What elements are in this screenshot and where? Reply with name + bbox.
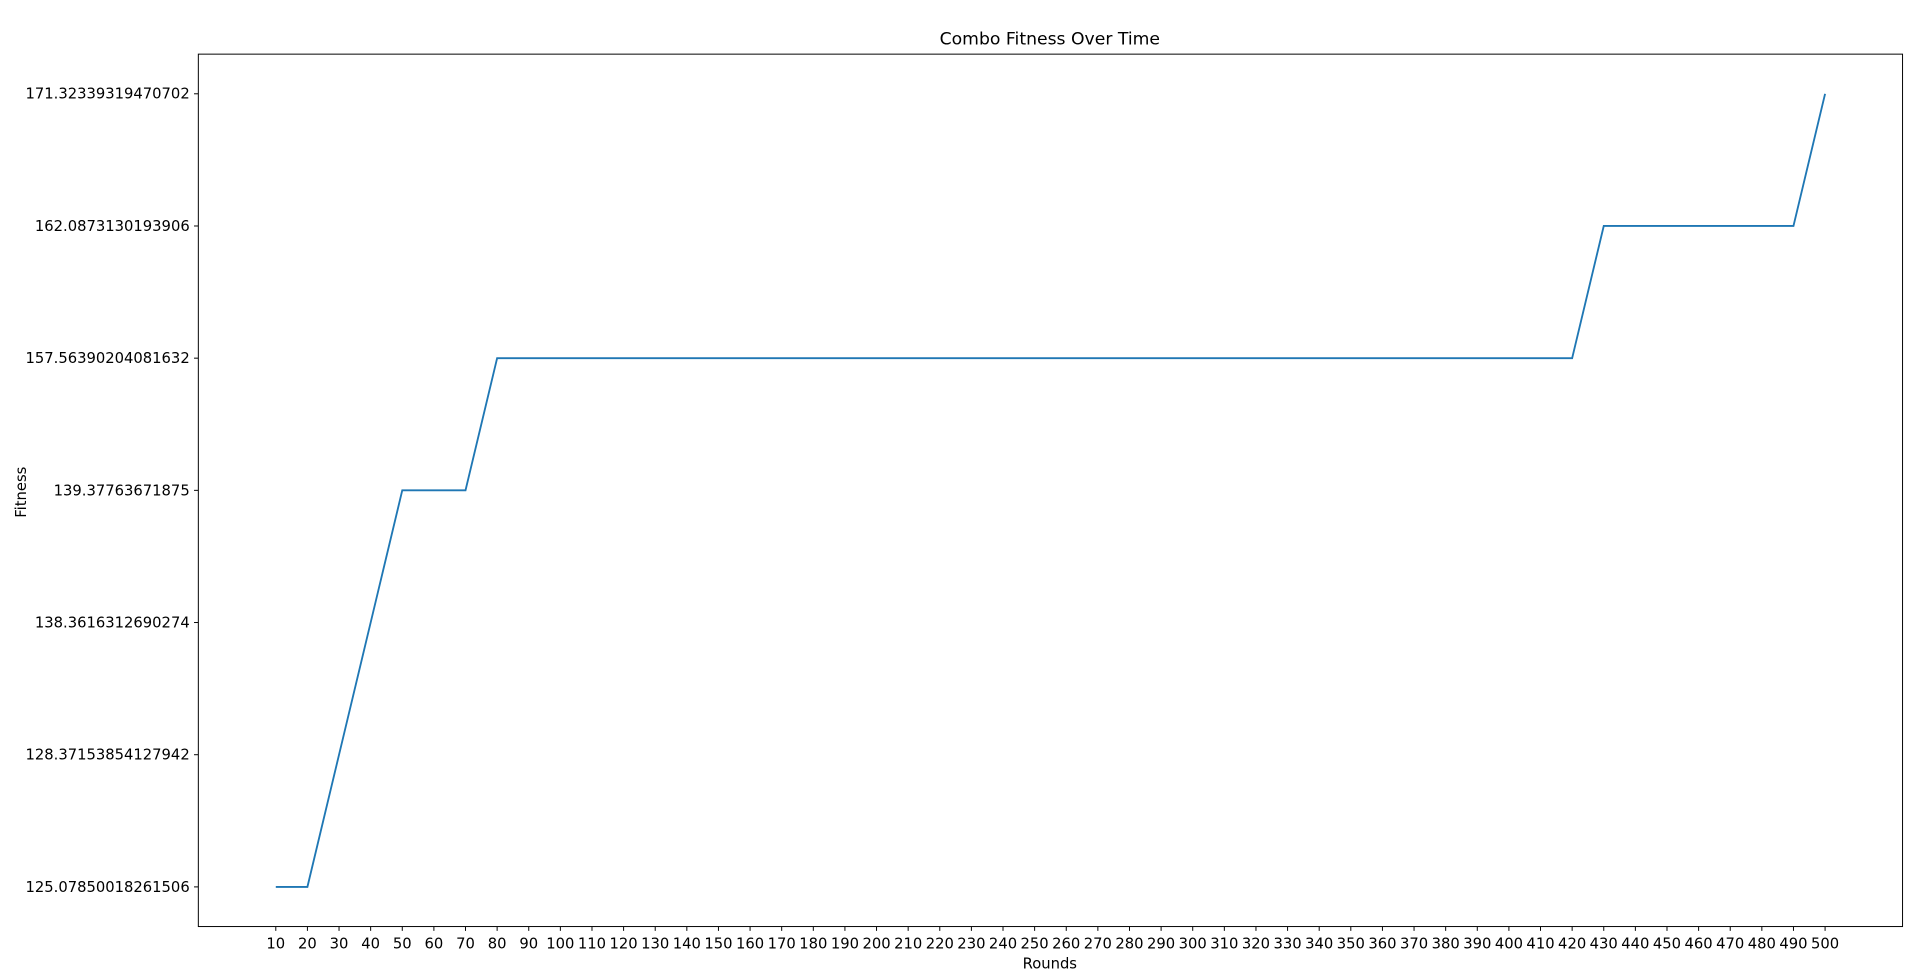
x-tick-label: 330 xyxy=(1273,936,1301,953)
x-tick-label: 140 xyxy=(673,936,701,953)
y-tick-label: 157.56390204081632 xyxy=(25,350,189,367)
x-tick-label: 280 xyxy=(1115,936,1143,953)
y-tick-label: 162.0873130193906 xyxy=(35,218,190,235)
x-tick-label: 190 xyxy=(831,936,859,953)
x-tick-label: 290 xyxy=(1147,936,1175,953)
x-tick-label: 30 xyxy=(330,936,349,953)
x-tick-label: 400 xyxy=(1495,936,1523,953)
x-tick-label: 210 xyxy=(894,936,922,953)
x-tick-label: 80 xyxy=(488,936,507,953)
x-tick-label: 490 xyxy=(1779,936,1807,953)
x-tick-label: 260 xyxy=(1052,936,1080,953)
x-tick-label: 200 xyxy=(862,936,890,953)
y-tick-label: 139.37763671875 xyxy=(54,482,190,499)
x-tick-label: 470 xyxy=(1716,936,1744,953)
x-tick-label: 50 xyxy=(393,936,412,953)
x-tick-label: 40 xyxy=(361,936,380,953)
x-tick-label: 340 xyxy=(1305,936,1333,953)
y-tick-label: 125.07850018261506 xyxy=(25,879,189,896)
chart-title: Combo Fitness Over Time xyxy=(940,29,1160,49)
x-tick-label: 360 xyxy=(1368,936,1396,953)
x-tick-label: 320 xyxy=(1242,936,1270,953)
x-tick-label: 60 xyxy=(424,936,443,953)
x-tick-label: 100 xyxy=(546,936,574,953)
x-tick-label: 450 xyxy=(1653,936,1681,953)
x-axis-label: Rounds xyxy=(1023,955,1077,972)
x-tick-label: 150 xyxy=(704,936,732,953)
x-tick-label: 10 xyxy=(266,936,285,953)
y-axis-label: Fitness xyxy=(13,467,30,518)
x-tick-label: 250 xyxy=(1021,936,1049,953)
x-tick-label: 300 xyxy=(1179,936,1207,953)
y-tick-label: 138.3616312690274 xyxy=(35,614,190,631)
x-tick-label: 170 xyxy=(768,936,796,953)
x-tick-label: 70 xyxy=(456,936,475,953)
y-tick-label: 171.32339319470702 xyxy=(25,86,189,103)
x-tick-label: 440 xyxy=(1621,936,1649,953)
x-tick-label: 500 xyxy=(1811,936,1839,953)
line xyxy=(275,93,1826,888)
x-tick-label: 380 xyxy=(1432,936,1460,953)
x-tick-label: 180 xyxy=(799,936,827,953)
x-tick-label: 240 xyxy=(989,936,1017,953)
x-tick-label: 230 xyxy=(957,936,985,953)
x-tick-label: 20 xyxy=(298,936,317,953)
x-tick-label: 110 xyxy=(578,936,606,953)
x-tick-label: 460 xyxy=(1685,936,1713,953)
x-tick-label: 220 xyxy=(926,936,954,953)
x-tick-label: 130 xyxy=(641,936,669,953)
x-tick-label: 270 xyxy=(1084,936,1112,953)
x-tick-label: 420 xyxy=(1558,936,1586,953)
x-tick-label: 480 xyxy=(1748,936,1776,953)
x-tick-label: 410 xyxy=(1526,936,1554,953)
x-tick-label: 430 xyxy=(1590,936,1618,953)
x-tick-label: 390 xyxy=(1463,936,1491,953)
x-tick-label: 370 xyxy=(1400,936,1428,953)
x-tick-label: 120 xyxy=(610,936,638,953)
x-tick-label: 350 xyxy=(1337,936,1365,953)
x-tick-label: 310 xyxy=(1210,936,1238,953)
y-tick-label: 128.37153854127942 xyxy=(25,747,189,764)
x-tick-label: 90 xyxy=(519,936,538,953)
x-tick-label: 160 xyxy=(736,936,764,953)
